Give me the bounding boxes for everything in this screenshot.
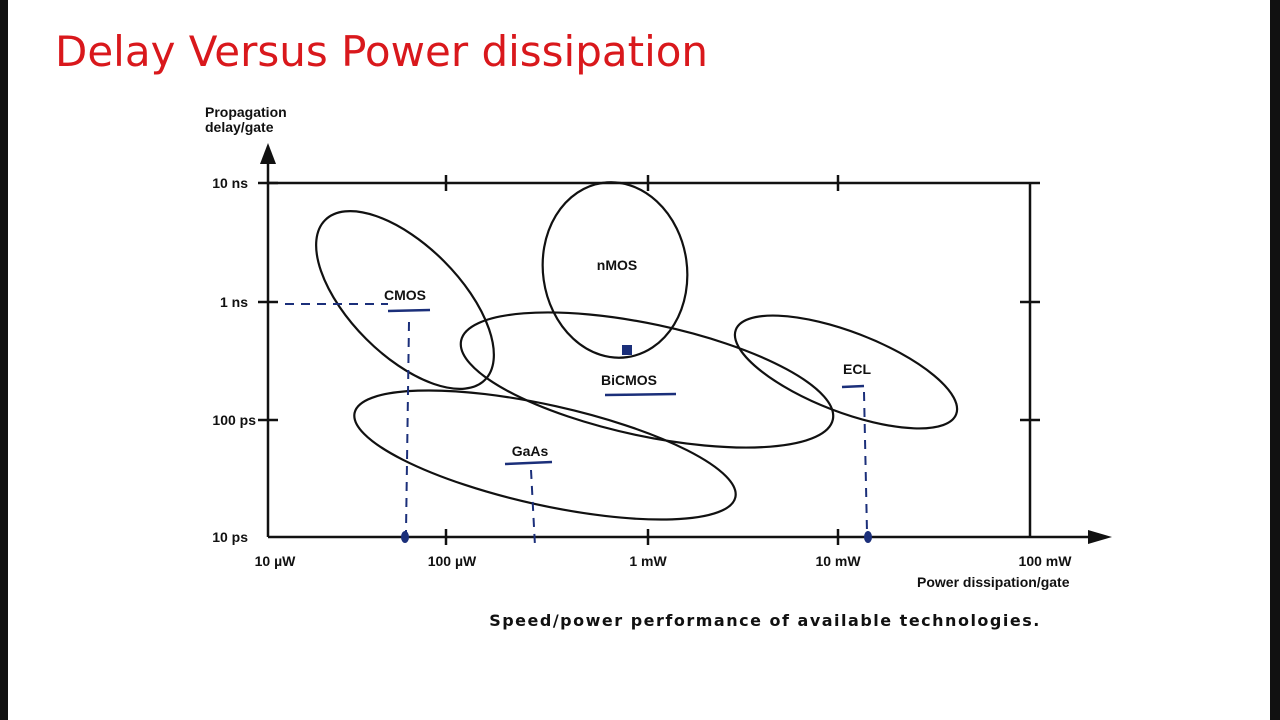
x-axis-label: Power dissipation/gate [917, 574, 1070, 590]
x-tick-label: 100 µW [428, 553, 477, 569]
figure: Propagation delay/gate 10 ns 1 ns 100 ps… [205, 104, 1112, 630]
y-tick-label: 100 ps [212, 412, 256, 428]
gaas-region [353, 389, 737, 521]
slide-title: Delay Versus Power dissipation [55, 27, 708, 76]
nmos-region [541, 181, 689, 359]
y-arrow [260, 143, 276, 164]
caption: Speed/power performance of available tec… [489, 611, 1041, 630]
ecl-region [733, 314, 959, 430]
y-axis-label: delay/gate [205, 119, 274, 135]
y-tick-label: 1 ns [220, 294, 248, 310]
underline [841, 384, 865, 389]
dashed-line [863, 391, 868, 533]
x-tick-label: 1 mW [629, 553, 667, 569]
left-edge [0, 0, 8, 720]
underline [387, 308, 431, 313]
cmos-region [315, 210, 495, 390]
underline [504, 460, 553, 466]
x-arrow [1088, 530, 1112, 544]
dashed-line [530, 469, 536, 547]
y-tick-label: 10 ns [212, 175, 248, 191]
right-edge [1270, 0, 1280, 720]
dot [401, 531, 409, 543]
ticks [258, 175, 1040, 545]
dashed-line [405, 321, 410, 533]
region-label: CMOS [384, 287, 426, 303]
x-tick-label: 100 mW [1019, 553, 1073, 569]
x-tick-label: 10 mW [815, 553, 861, 569]
region-label: nMOS [597, 257, 637, 273]
dot [864, 531, 872, 543]
region-label: GaAs [512, 443, 549, 459]
bicmos-region [459, 311, 835, 449]
annotations [285, 303, 872, 547]
underline [604, 392, 677, 397]
marker [622, 345, 632, 355]
y-axis-label: Propagation [205, 104, 287, 120]
x-tick-label: 10 µW [255, 553, 297, 569]
region-label: BiCMOS [601, 372, 657, 388]
region-label: ECL [843, 361, 871, 377]
y-tick-label: 10 ps [212, 529, 248, 545]
